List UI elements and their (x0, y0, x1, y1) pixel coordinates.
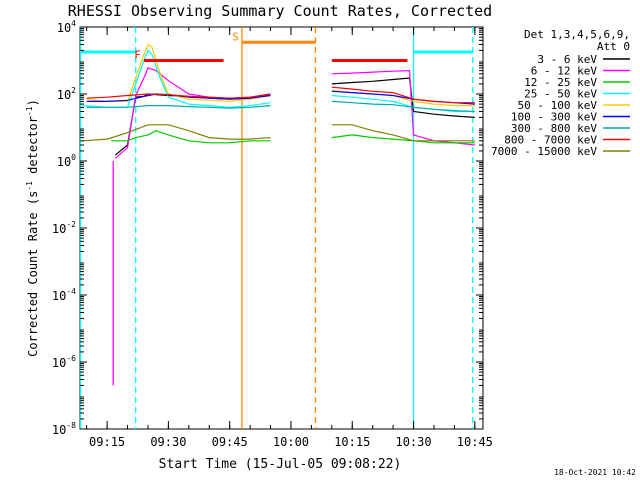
series-line-2 (111, 130, 475, 144)
x-axis-label: Start Time (15-Jul-05 09:08:22) (159, 457, 402, 472)
legend-header-line-2: Att 0 (597, 40, 630, 53)
legend-label: 800 - 7000 keV (504, 134, 597, 147)
marker-layer (79, 27, 474, 429)
x-tick-label: 09:45 (212, 435, 248, 449)
chart-title: RHESSI Observing Summary Count Rates, Co… (68, 2, 492, 20)
series-line-3 (82, 49, 475, 113)
legend-header-line-1: Det 1,3,4,5,6,9, (524, 28, 630, 41)
legend-label: 12 - 25 keV (524, 76, 597, 89)
y-tick-label: 10-2 (52, 220, 76, 236)
series-line-1 (114, 67, 475, 159)
y-tick-label: 100 (57, 153, 76, 169)
interval-bar-label: F (134, 49, 141, 62)
legend-label: 300 - 800 keV (511, 122, 597, 135)
x-tick-label: 10:30 (395, 435, 431, 449)
legend-label: 50 - 100 keV (518, 99, 598, 112)
x-axis: 09:15 09:30 09:45 10:00 10:15 10:30 10:45 (86, 27, 493, 449)
x-tick-label: 09:15 (89, 435, 125, 449)
y-tick-label: 104 (57, 19, 76, 35)
series-line-0 (114, 77, 475, 156)
plot-area: FS (79, 26, 484, 430)
x-tick-label: 10:15 (334, 435, 370, 449)
x-tick-label: 10:45 (457, 435, 493, 449)
x-tick-label: 10:00 (273, 435, 309, 449)
footer-timestamp: 18-Oct-2021 10:42 (554, 468, 636, 477)
x-tick-label: 09:30 (150, 435, 186, 449)
legend-label: 6 - 12 keV (531, 65, 598, 78)
y-tick-label: 10-8 (52, 421, 76, 437)
legend-label: 7000 - 15000 keV (491, 145, 597, 158)
series-line-8 (82, 124, 475, 142)
y-axis-label: Corrected Count Rate (s-1 detector-1) (25, 99, 40, 357)
legend-label: 100 - 300 keV (511, 111, 597, 124)
series-line-7 (86, 86, 475, 104)
series-layer (82, 43, 475, 159)
y-axis: 104 102 100 10-2 10-4 10-6 10-8 (52, 19, 483, 437)
legend-label: 25 - 50 keV (524, 88, 597, 101)
interval-bar-layer: FS (80, 30, 473, 62)
y-tick-label: 102 (57, 86, 76, 102)
series-line-6 (86, 100, 475, 113)
y-tick-label: 10-6 (52, 354, 76, 370)
interval-bar-label: S (232, 30, 239, 43)
legend-label: 3 - 6 keV (537, 53, 597, 66)
y-tick-label: 10-4 (52, 287, 76, 303)
plot-frame (79, 26, 484, 430)
